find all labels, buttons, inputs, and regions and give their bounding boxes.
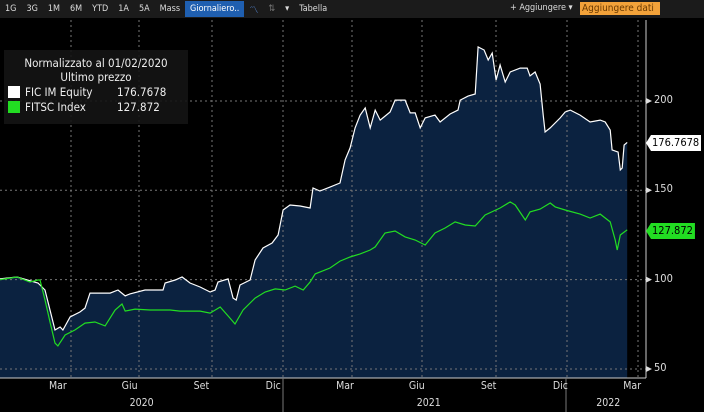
frequency-dropdown[interactable]: Giornaliero..: [185, 1, 245, 17]
legend-title: Normalizzato al 01/02/2020: [24, 56, 168, 70]
year-label: 2020: [129, 397, 154, 409]
y-tick-label: 100: [654, 271, 673, 285]
legend-name: FITSC Index: [25, 99, 86, 114]
line-chart-icon[interactable]: 〽: [249, 5, 259, 16]
y-tick-label: 200: [654, 92, 673, 106]
legend-swatch: [8, 85, 20, 98]
x-tick-label: Dic: [265, 380, 281, 392]
range-1a[interactable]: 1A: [118, 4, 129, 14]
add-data-input[interactable]: Aggiungere dati: [580, 2, 660, 15]
x-tick-label: Mar: [623, 380, 642, 392]
y-tick-label: 150: [654, 182, 673, 196]
legend-name: FIC IM Equity: [25, 84, 93, 99]
legend-subtitle: Ultimo prezzo: [60, 70, 132, 84]
range-1g[interactable]: 1G: [5, 4, 17, 14]
x-tick-label: Set: [193, 380, 210, 392]
x-tick-label: Giu: [408, 380, 425, 392]
y-tick-label: 50: [654, 361, 667, 374]
range-ytd[interactable]: YTD: [92, 4, 109, 14]
range-3g[interactable]: 3G: [26, 4, 38, 14]
last-value-tag-fitsc: 127.872: [646, 223, 695, 239]
x-tick-label: Giu: [121, 380, 138, 392]
x-tick-label: Set: [480, 380, 497, 392]
series-line-1: [0, 201, 628, 347]
x-tick-label: Dic: [552, 380, 568, 392]
range-1m[interactable]: 1M: [47, 4, 61, 14]
y-tick-marker: [646, 187, 652, 194]
legend-item-fic: FIC IM Equity 176.7678: [4, 84, 188, 99]
legend-item-fitsc: FITSC Index 127.872: [4, 99, 188, 114]
range-max[interactable]: Mass: [159, 4, 181, 14]
y-tick-marker: [646, 97, 652, 104]
add-button[interactable]: + Aggiungere ▾: [510, 3, 573, 13]
table-button[interactable]: Tabella: [299, 4, 328, 14]
area-fill: [0, 47, 628, 378]
legend-value: 176.7678: [117, 84, 167, 99]
range-5a[interactable]: 5A: [138, 4, 150, 14]
x-tick-label: Mar: [336, 380, 354, 392]
range-6m[interactable]: 6M: [70, 4, 83, 14]
bar-chart-icon[interactable]: ⇅: [268, 4, 276, 14]
chart-type-dropdown[interactable]: ▾: [285, 4, 290, 14]
legend-value: 127.872: [117, 99, 160, 114]
legend-swatch: [8, 100, 20, 113]
legend: Normalizzato al 01/02/2020 Ultimo prezzo…: [4, 50, 188, 124]
year-label: 2021: [416, 397, 441, 409]
y-tick-marker: [646, 366, 652, 372]
x-tick-label: Mar: [48, 380, 67, 392]
last-value-tag-fic: 176.7678: [646, 135, 702, 151]
toolbar: 1G 3G 1M 6M YTD 1A 5A Mass Giornaliero..…: [0, 0, 704, 18]
year-label: 2022: [596, 397, 621, 409]
y-tick-marker: [646, 276, 652, 283]
series-line-0: [0, 46, 628, 332]
